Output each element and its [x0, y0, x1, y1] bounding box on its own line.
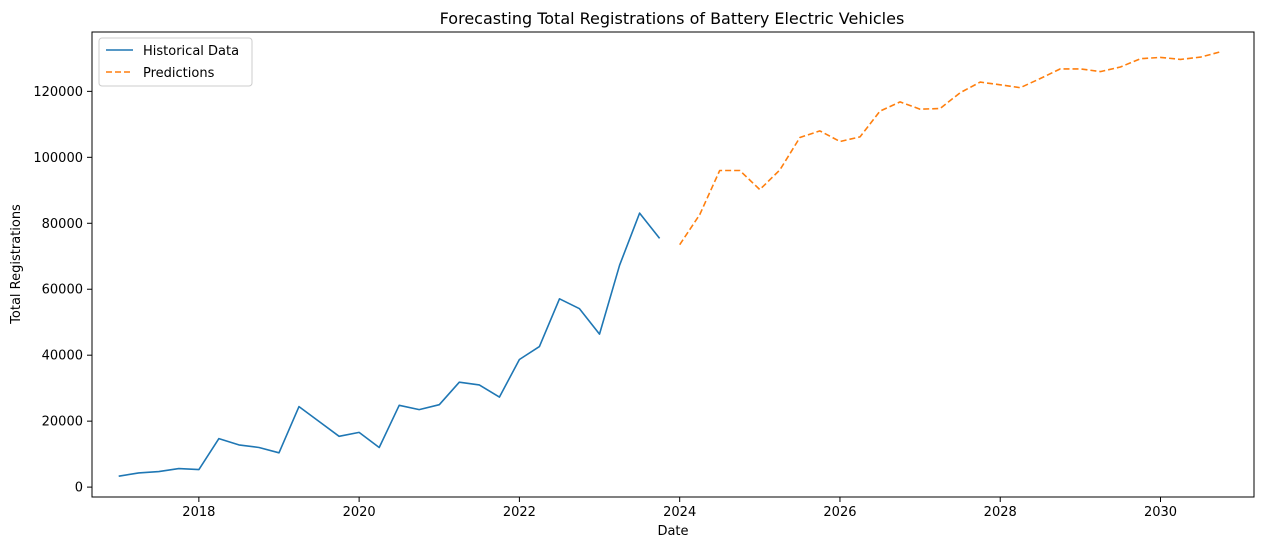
- x-axis-ticks: 2018 2020 2022 2024 2026 2028 2030: [182, 497, 1177, 520]
- x-tick-label: 2018: [182, 505, 215, 520]
- plot-area: [91, 31, 1255, 498]
- x-tick-label: 2024: [663, 505, 696, 520]
- x-tick-label: 2020: [343, 505, 376, 520]
- chart-title: Forecasting Total Registrations of Batte…: [440, 9, 905, 28]
- y-tick-label: 120000: [33, 85, 83, 100]
- series-line-historical: [118, 212, 661, 477]
- y-tick-label: 100000: [33, 151, 83, 166]
- legend: Historical Data Predictions: [98, 37, 253, 87]
- y-tick-label: 20000: [42, 415, 83, 430]
- y-tick-label: 0: [75, 481, 83, 496]
- y-axis-label: Total Registrations: [9, 204, 24, 325]
- legend-box: [98, 37, 253, 87]
- y-tick-label: 40000: [42, 349, 83, 364]
- series-line-predictions: [679, 51, 1221, 246]
- x-tick-label: 2026: [823, 505, 856, 520]
- y-tick-label: 80000: [42, 217, 83, 232]
- x-tick-label: 2028: [984, 505, 1017, 520]
- legend-label-predictions: Predictions: [143, 66, 215, 81]
- series-layer: [118, 51, 1221, 477]
- x-tick-label: 2022: [503, 505, 536, 520]
- legend-label-historical: Historical Data: [143, 44, 239, 59]
- y-axis-ticks: 0 20000 40000 60000 80000 100000 120000: [33, 85, 92, 496]
- x-tick-label: 2030: [1144, 505, 1177, 520]
- x-axis-label: Date: [657, 524, 688, 539]
- y-tick-label: 60000: [42, 283, 83, 298]
